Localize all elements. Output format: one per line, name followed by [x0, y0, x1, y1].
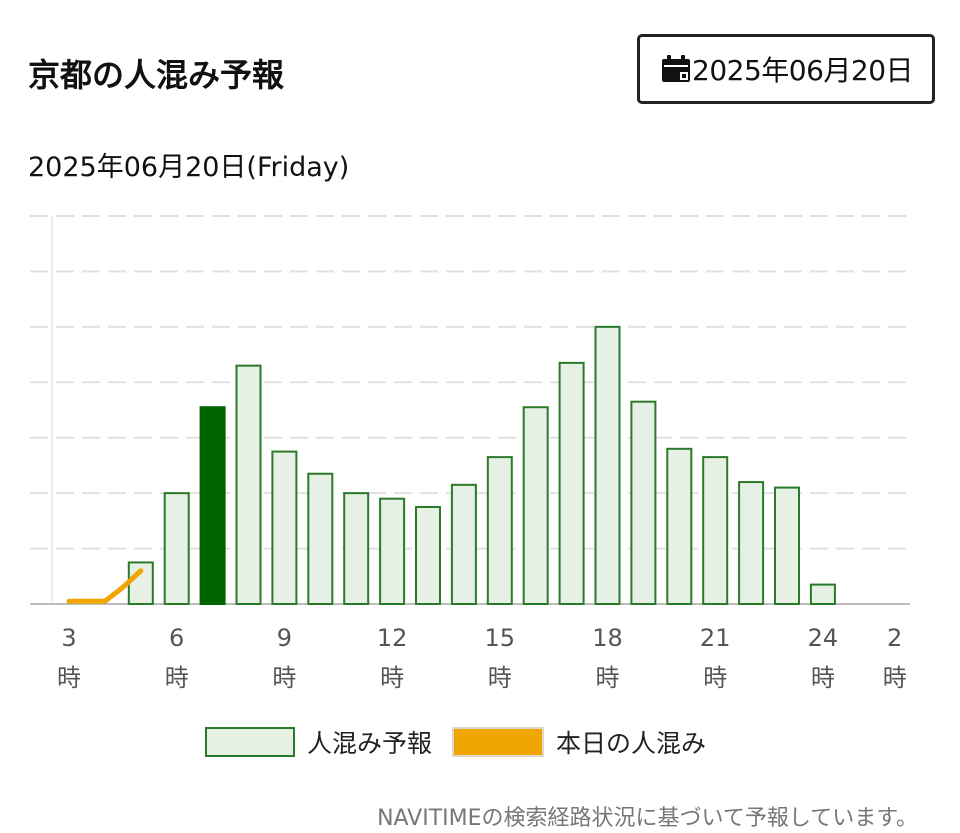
x-tick-label-num: 24 [808, 624, 839, 652]
bar-hour-14 [450, 483, 477, 606]
legend-label-prediction: 人混み予報 [307, 729, 433, 758]
x-tick-label-num: 15 [485, 624, 516, 652]
bar-hour-16 [522, 406, 549, 605]
x-tick-label-num: 6 [169, 624, 184, 652]
x-tick-label-num: 9 [277, 624, 292, 652]
chart-date-subtitle: 2025年06月20日(Friday) [28, 152, 350, 183]
chart-legend: 人混み予報 本日の人混み [205, 724, 706, 760]
bar-hour-19 [630, 400, 657, 605]
bar-hour-13 [415, 506, 441, 605]
x-tick-label-unit: 時 [57, 664, 81, 692]
x-tick-label-unit: 時 [380, 664, 404, 692]
legend-swatch-today [452, 727, 545, 757]
bar-hour-15 [486, 456, 513, 605]
bar-current-hour [199, 406, 226, 605]
bar-hour-17 [558, 361, 585, 605]
x-tick-label-num: 12 [377, 624, 408, 652]
x-tick-label-num: 18 [592, 624, 623, 652]
x-tick-label-unit: 時 [596, 664, 620, 692]
bar-hour-12 [379, 497, 406, 605]
bar-hour-6 [163, 492, 190, 605]
bar-hour-21 [702, 456, 729, 605]
today-crowd-line [66, 568, 144, 604]
x-tick-label-unit: 時 [883, 664, 907, 692]
date-picker-label: 2025年06月20日 [692, 54, 914, 87]
bar-hour-9 [271, 450, 298, 605]
bar-hour-8 [235, 364, 262, 605]
x-tick-label-unit: 時 [165, 664, 189, 692]
x-tick-label-num: 21 [700, 624, 731, 652]
x-tick-label-unit: 時 [811, 664, 835, 692]
source-note: NAVITIMEの検索経路状況に基づいて予報しています。 [377, 806, 918, 831]
page-title: 京都の人混み予報 [28, 56, 285, 94]
bar-hour-18 [594, 325, 621, 605]
x-tick-label-unit: 時 [272, 664, 296, 692]
bar-hour-22 [738, 481, 765, 605]
bar-hour-10 [307, 472, 334, 605]
calendar-icon [662, 55, 690, 82]
bar-hour-20 [666, 447, 693, 605]
bar-hour-24 [809, 583, 836, 606]
legend-label-today: 本日の人混み [556, 729, 707, 758]
x-tick-label-unit: 時 [703, 664, 727, 692]
bar-hour-23 [774, 486, 800, 606]
date-picker-button[interactable]: 2025年06月20日 [637, 34, 935, 104]
x-tick-label-num: 3 [61, 624, 76, 652]
x-tick-label-num: 2 [887, 624, 902, 652]
legend-swatch-prediction [205, 727, 295, 757]
x-tick-label-unit: 時 [488, 664, 512, 692]
bar-hour-11 [343, 492, 370, 605]
crowd-forecast-chart: 3 時 6 時 9 時 12 時 15 時 18 時 21 時 24 時 2 時 [30, 215, 910, 692]
